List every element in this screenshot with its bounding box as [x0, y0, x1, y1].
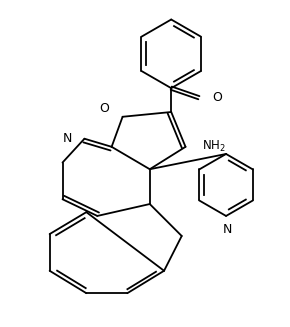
Text: O: O	[212, 91, 222, 104]
Text: N: N	[222, 223, 232, 236]
Text: N: N	[63, 132, 72, 145]
Text: NH$_2$: NH$_2$	[202, 139, 226, 154]
Text: O: O	[99, 102, 109, 115]
